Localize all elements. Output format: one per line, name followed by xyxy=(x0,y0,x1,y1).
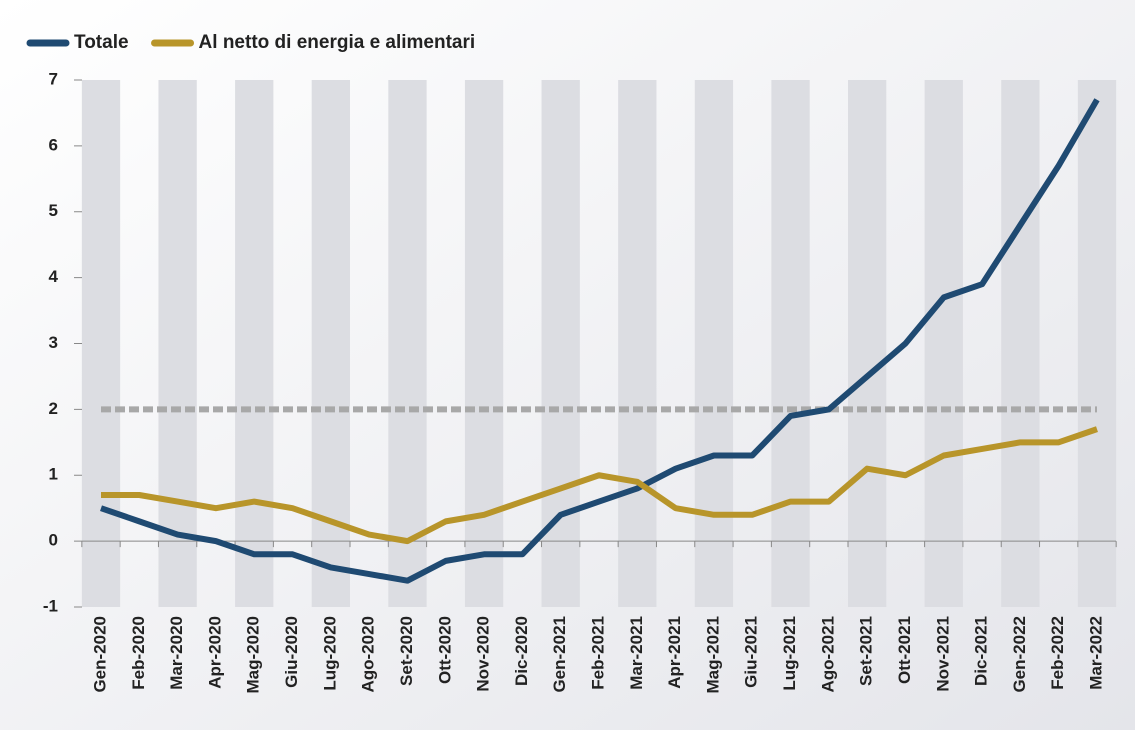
stripe xyxy=(388,80,427,607)
stripe xyxy=(1077,80,1117,607)
x-tick-label: Mag-2021 xyxy=(703,616,722,693)
x-tick-label: Mar-2021 xyxy=(627,616,646,690)
x-tick-label: Ott-2021 xyxy=(895,616,914,684)
x-tick-label: Ago-2020 xyxy=(359,616,378,693)
stripe xyxy=(848,80,887,607)
stripe xyxy=(618,80,657,607)
series-line xyxy=(100,98,1100,584)
y-tick-label: 3 xyxy=(49,333,58,352)
x-tick-label: Dic-2020 xyxy=(512,616,531,686)
stripe xyxy=(694,80,734,607)
x-tick-label: Feb-2022 xyxy=(1048,616,1067,690)
y-tick-label: 4 xyxy=(49,267,59,286)
stripe xyxy=(464,80,504,607)
x-tick-label: Apr-2021 xyxy=(665,616,684,689)
legend-label: Al netto di energia e alimentari xyxy=(199,32,476,53)
y-tick-label: 7 xyxy=(49,69,58,88)
y-tick-label: 6 xyxy=(49,135,58,154)
legend-label: Totale xyxy=(74,32,129,53)
stripe xyxy=(771,80,810,607)
stripe xyxy=(235,80,274,607)
x-tick-label: Giu-2021 xyxy=(742,616,761,688)
y-tick-label: 5 xyxy=(49,201,58,220)
y-tick-label: 1 xyxy=(49,465,58,484)
x-tick-label: Ago-2021 xyxy=(818,616,837,693)
x-tick-label: Gen-2022 xyxy=(1010,616,1029,693)
x-tick-label: Feb-2021 xyxy=(588,616,607,690)
stripe xyxy=(541,80,580,607)
x-tick-label: Feb-2020 xyxy=(129,616,148,690)
y-tick-label: -1 xyxy=(43,596,58,615)
x-tick-label: Mar-2020 xyxy=(167,616,186,690)
stripe xyxy=(158,80,197,607)
x-tick-label: Mar-2022 xyxy=(1086,616,1105,690)
y-tick-label: 2 xyxy=(49,399,58,418)
x-tick-label: Nov-2020 xyxy=(474,616,493,692)
series-line xyxy=(101,426,1098,545)
x-tick-label: Set-2020 xyxy=(397,616,416,686)
x-tick-label: Dic-2021 xyxy=(972,616,991,686)
stripe xyxy=(924,80,963,607)
stripe xyxy=(1001,80,1040,607)
x-tick-label: Set-2021 xyxy=(857,616,876,686)
x-tick-label: Apr-2020 xyxy=(205,616,224,689)
stripe xyxy=(81,80,121,607)
x-tick-label: Gen-2021 xyxy=(550,616,569,693)
y-tick-label: 0 xyxy=(49,531,58,550)
x-tick-label: Lug-2021 xyxy=(780,616,799,691)
x-tick-label: Giu-2020 xyxy=(282,616,301,688)
x-tick-label: Lug-2020 xyxy=(320,616,339,691)
x-tick-label: Ott-2020 xyxy=(435,616,454,684)
x-tick-label: Nov-2021 xyxy=(933,616,952,692)
x-tick-label: Gen-2020 xyxy=(90,616,109,693)
x-tick-label: Mag-2020 xyxy=(244,616,263,693)
